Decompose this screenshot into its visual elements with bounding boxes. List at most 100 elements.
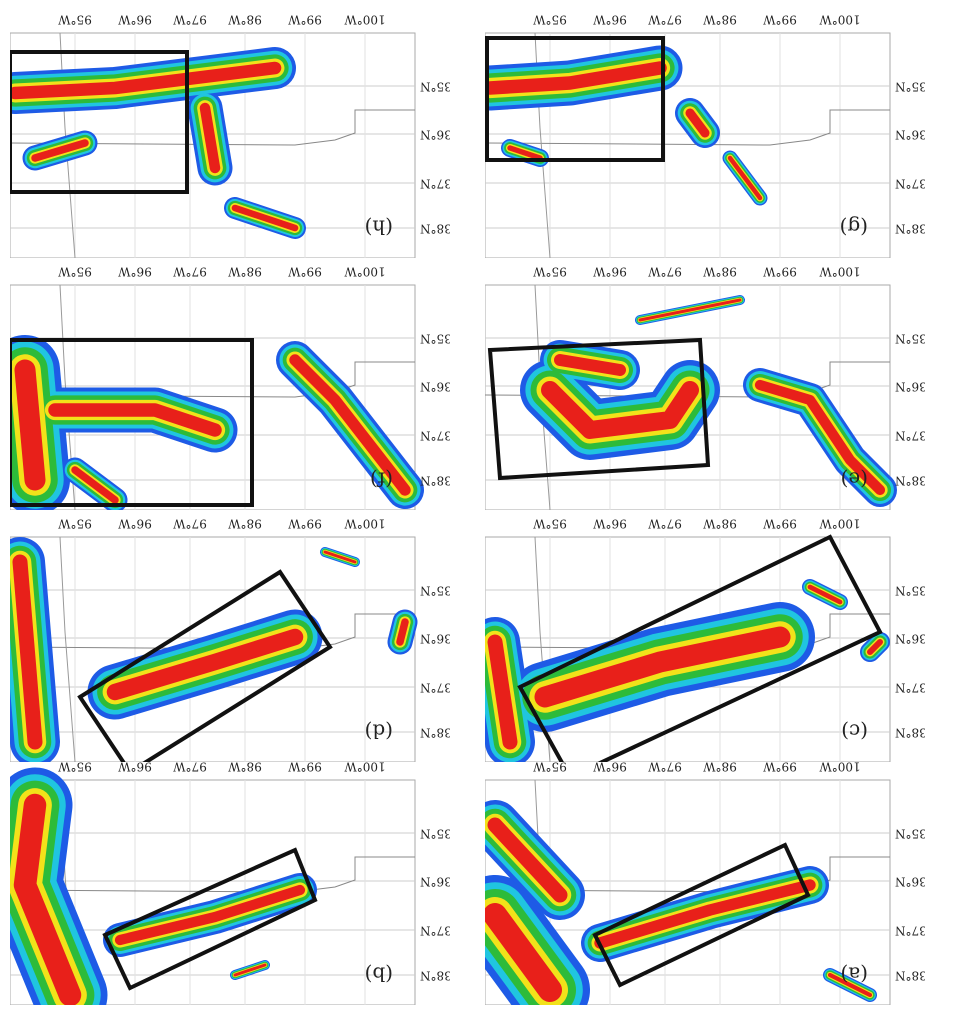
radar-echo (396, 618, 409, 646)
lat-label: 37°N (895, 429, 925, 443)
radar-echo (48, 403, 222, 437)
analysis-box (487, 337, 711, 481)
map-panel: (f) 38°N 37°N 36°N 35°N 100°W 99°W 98°W 97°W 96°W… (10, 265, 450, 510)
lon-label: 99°W (763, 13, 797, 27)
radar-echo (231, 204, 299, 232)
radar-echo (233, 963, 267, 977)
lat-label: 37°N (420, 924, 450, 938)
lon-label: 98°W (703, 760, 737, 774)
analysis-box (77, 569, 333, 762)
lon-label: 99°W (288, 760, 322, 774)
lat-label: 37°N (420, 429, 450, 443)
lat-label: 36°N (420, 875, 450, 889)
radar-echo (727, 155, 763, 201)
lon-label: 99°W (288, 517, 322, 531)
radar-echo (485, 903, 562, 1002)
radar-echo (807, 584, 843, 605)
radar-echo (685, 108, 710, 138)
state-border (10, 109, 415, 146)
panel-label: (f) (370, 468, 393, 492)
lat-label: 35°N (420, 827, 450, 841)
lon-label: 95°W (58, 265, 92, 279)
lat-label: 36°N (895, 875, 925, 889)
lon-label: 99°W (763, 760, 797, 774)
lat-label: 36°N (420, 380, 450, 394)
lat-label: 36°N (895, 128, 925, 142)
lat-label: 37°N (895, 177, 925, 191)
lon-label: 99°W (288, 13, 322, 27)
lat-label: 35°N (895, 80, 925, 94)
radar-echo (594, 879, 816, 949)
lon-label: 97°W (173, 760, 207, 774)
lat-label: 38°N (420, 969, 450, 983)
lon-label: 100°W (344, 517, 386, 531)
lat-label: 36°N (420, 632, 450, 646)
lon-label: 97°W (648, 517, 682, 531)
map (10, 536, 418, 762)
panel-label: (g) (840, 216, 868, 240)
map-panel: (d) 38°N 37°N 36°N 35°N 100°W 99°W 98°W 97°W 96°W… (10, 517, 450, 762)
lon-label: 98°W (703, 517, 737, 531)
lon-label: 96°W (118, 517, 152, 531)
lon-label: 95°W (58, 13, 92, 27)
map-panel: (a) 38°N 37°N 36°N 35°N 100°W 99°W 98°W 97°W 96°W… (485, 760, 925, 1005)
radar-echo (638, 298, 742, 322)
map-panel: (g) 38°N 37°N 36°N 35°N 100°W 99°W 98°W 97°W 96°W… (485, 13, 925, 258)
map (485, 284, 897, 510)
lon-label: 98°W (703, 265, 737, 279)
panel-label: (e) (841, 468, 868, 492)
lat-label: 38°N (895, 474, 925, 488)
lat-label: 35°N (895, 584, 925, 598)
radar-echo (507, 145, 543, 161)
panel-label: (c) (841, 720, 868, 744)
panel-label: (a) (840, 963, 868, 987)
lon-label: 100°W (344, 760, 386, 774)
lat-label: 38°N (895, 726, 925, 740)
lon-label: 96°W (118, 265, 152, 279)
radar-echo (487, 817, 568, 903)
lon-label: 98°W (228, 517, 262, 531)
state-border (59, 32, 76, 258)
lat-label: 35°N (420, 80, 450, 94)
lon-label: 100°W (819, 13, 861, 27)
analysis-box (517, 534, 883, 762)
state-border (59, 536, 76, 762)
lon-label: 97°W (173, 517, 207, 531)
lon-label: 96°W (593, 265, 627, 279)
radar-echo (827, 972, 873, 998)
radar-echo (106, 628, 304, 701)
radar-echo (31, 139, 89, 162)
lat-label: 35°N (895, 827, 925, 841)
map-panel: (h) 38°N 37°N 36°N 35°N 100°W 99°W 98°W 97°W 96°W… (10, 13, 450, 258)
lat-label: 38°N (895, 969, 925, 983)
radar-echo (541, 381, 699, 439)
lon-label: 97°W (173, 265, 207, 279)
lon-label: 100°W (819, 760, 861, 774)
lat-label: 36°N (895, 632, 925, 646)
radar-echo (12, 554, 43, 750)
lon-label: 98°W (703, 13, 737, 27)
lon-label: 96°W (593, 517, 627, 531)
lat-label: 37°N (420, 681, 450, 695)
analysis-box (102, 847, 318, 991)
lon-label: 97°W (173, 13, 207, 27)
lat-label: 36°N (895, 380, 925, 394)
map (10, 767, 416, 1005)
lat-label: 36°N (420, 128, 450, 142)
radar-echo (323, 550, 357, 564)
lon-label: 100°W (819, 517, 861, 531)
lon-label: 100°W (344, 13, 386, 27)
lat-label: 37°N (895, 924, 925, 938)
lon-label: 95°W (533, 760, 567, 774)
analysis-box (10, 338, 254, 507)
analysis-box (10, 50, 189, 194)
lon-label: 95°W (533, 13, 567, 27)
panel-label: (d) (365, 720, 393, 744)
lat-label: 37°N (895, 681, 925, 695)
panel-label: (b) (365, 963, 393, 987)
lon-label: 95°W (533, 265, 567, 279)
lon-label: 97°W (648, 760, 682, 774)
analysis-box (592, 842, 811, 988)
lon-label: 95°W (58, 517, 92, 531)
